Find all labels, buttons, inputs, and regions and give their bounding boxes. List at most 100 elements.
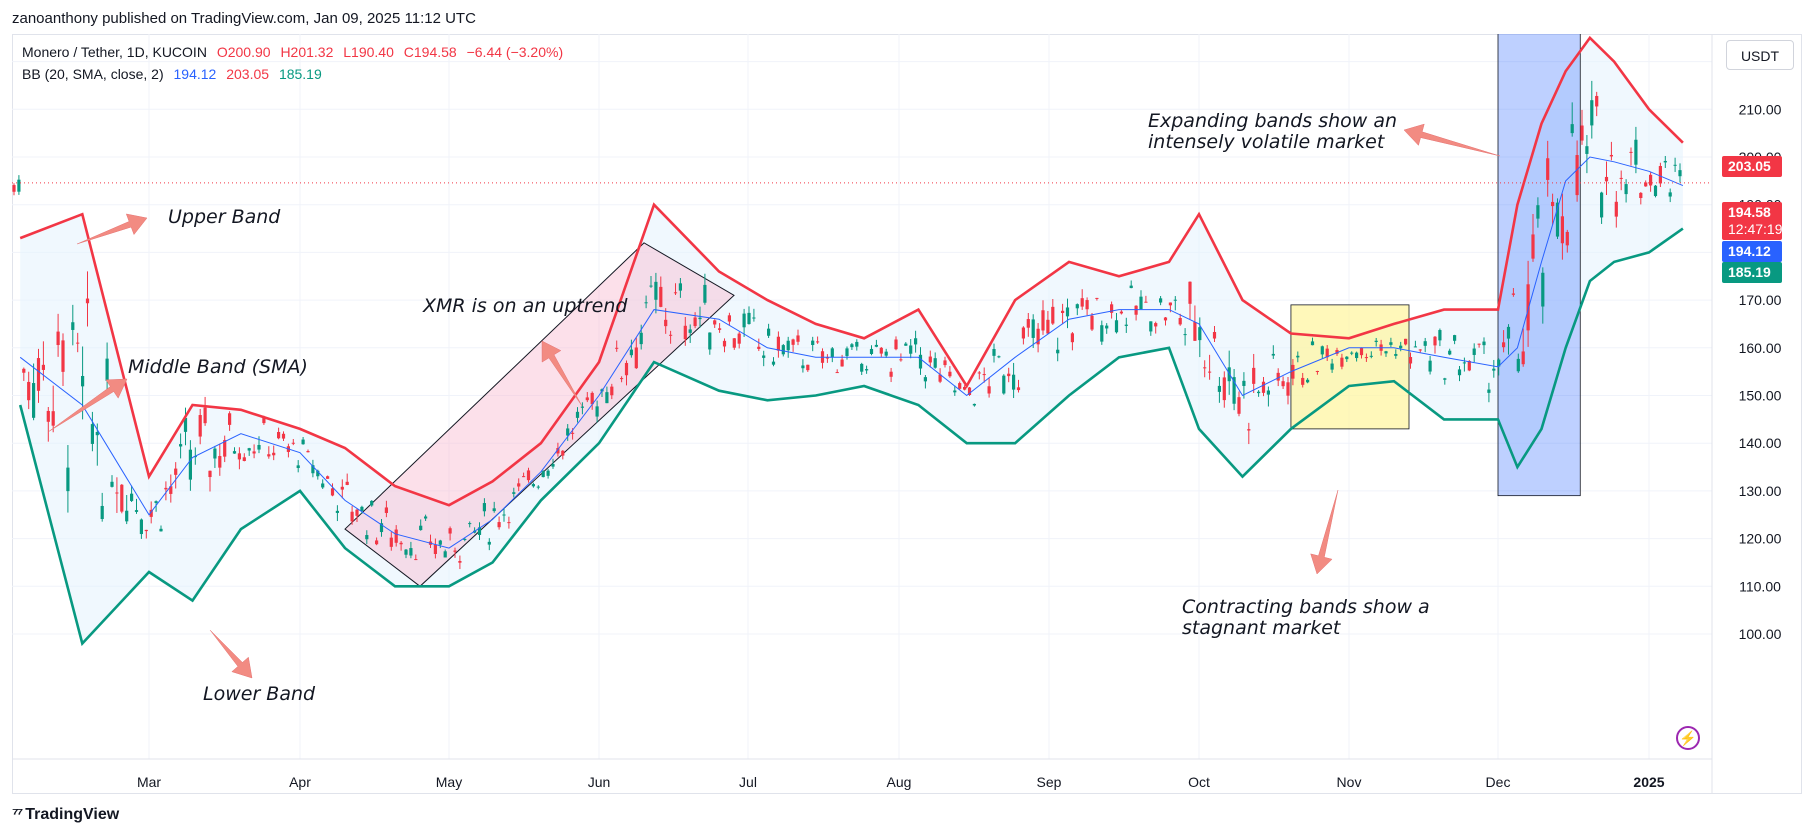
candle-body <box>1477 343 1481 345</box>
candle-body <box>1016 387 1021 391</box>
y-tick-label: 150.00 <box>1739 388 1782 404</box>
candle-body <box>884 351 888 356</box>
candle-body <box>1163 317 1168 321</box>
candle-body <box>1296 355 1300 358</box>
candle-body <box>394 529 398 543</box>
candle-body <box>433 544 437 555</box>
candle-body <box>1521 351 1525 365</box>
annotation-middle-band: Middle Band (SMA) <box>128 356 308 378</box>
candle-body <box>1183 334 1187 336</box>
candle-body <box>757 346 761 349</box>
candle-body <box>1168 302 1172 306</box>
symbol-name: Monero / Tether, 1D, KUCOIN <box>22 44 207 60</box>
tradingview-logo[interactable]: ⁷⁷ TradingView <box>12 806 119 824</box>
candle-body <box>1208 371 1212 373</box>
candle-body <box>507 522 511 524</box>
candle-body <box>1119 311 1123 314</box>
candle-body <box>1051 306 1055 324</box>
candle-body <box>61 340 65 372</box>
candle-body <box>242 457 246 461</box>
candle-body <box>791 339 795 345</box>
candle-body <box>1105 325 1109 329</box>
price-chart[interactable]: 100.00 110.00 120.00 130.00 140.00 150.00 160.… <box>12 34 1802 794</box>
candle-body <box>1531 234 1535 259</box>
candle-body <box>575 411 580 418</box>
candle-body <box>1497 359 1501 367</box>
candle-body <box>933 358 937 368</box>
symbol-legend[interactable]: Monero / Tether, 1D, KUCOIN O200.90 H201… <box>22 44 569 60</box>
ohlc-close: C194.58 <box>403 44 457 60</box>
candle-body <box>316 470 320 477</box>
candle-body <box>1560 216 1564 244</box>
candle-body <box>198 415 202 437</box>
candle-body <box>1134 305 1138 315</box>
candle-body <box>262 416 266 424</box>
candle-body <box>1100 325 1104 342</box>
candle-body <box>620 378 624 380</box>
candle-body <box>1404 338 1408 345</box>
candle-body <box>1374 340 1378 342</box>
annotation-expanding-bands: Expanding bands show an intensely volati… <box>1148 110 1398 153</box>
currency-button[interactable]: USDT <box>1726 40 1794 70</box>
candle-body <box>1600 192 1604 218</box>
candle-body <box>1492 368 1496 371</box>
candle-body <box>1502 342 1506 348</box>
y-tick-label: 210.00 <box>1739 101 1782 117</box>
annotation-uptrend: XMR is on an uptrend <box>423 295 628 317</box>
candle-body <box>967 387 972 396</box>
candle-body <box>1467 360 1471 371</box>
bb-upper-value: 203.05 <box>226 66 270 82</box>
candle-body <box>678 283 682 291</box>
ohlc-low: L190.40 <box>343 44 394 60</box>
candle-body <box>1031 319 1035 338</box>
candle-body <box>105 358 109 381</box>
candle-body <box>1644 182 1648 187</box>
candle-body <box>546 470 550 476</box>
arrow-upper-band <box>76 213 148 245</box>
y-tick-label: 160.00 <box>1739 340 1782 356</box>
candle-body <box>830 348 834 357</box>
indicator-legend[interactable]: BB (20, SMA, close, 2) 194.12 203.05 185… <box>22 66 328 82</box>
candle-body <box>899 359 903 361</box>
candle-body <box>1002 375 1006 394</box>
x-tick-label: 2025 <box>1633 774 1664 790</box>
candle-body <box>918 354 923 369</box>
candle-body <box>477 527 482 535</box>
candle-body <box>963 386 967 390</box>
candle-body <box>801 365 805 369</box>
candle-body <box>139 519 143 535</box>
x-tick-label: Jun <box>588 774 611 790</box>
candle-body <box>1110 304 1114 313</box>
candle-body <box>174 468 178 475</box>
candle-body <box>1555 202 1560 237</box>
candle-body <box>718 328 722 330</box>
candle-body <box>1222 377 1226 401</box>
lightning-bolt-icon[interactable]: ⚡ <box>1676 726 1700 750</box>
x-tick-label: Aug <box>887 774 912 790</box>
candle-body <box>659 286 663 307</box>
candle-body <box>1585 146 1589 154</box>
candle-body <box>654 281 658 300</box>
candle-body <box>673 292 678 294</box>
candle-body <box>330 488 335 496</box>
candle-body <box>1350 352 1354 354</box>
candle-body <box>277 432 281 439</box>
candle-body <box>1026 319 1030 328</box>
candle-body <box>188 449 192 480</box>
y-tick-label: 130.00 <box>1739 483 1782 499</box>
candle-body <box>1457 369 1462 376</box>
candle-body <box>1359 347 1364 356</box>
candle-body <box>1408 357 1413 364</box>
candle-body <box>1149 321 1153 332</box>
candle-body <box>904 343 908 346</box>
candle-body <box>644 302 648 304</box>
candle-body <box>1090 315 1094 330</box>
candle-body <box>502 514 506 516</box>
candle-body <box>1384 351 1388 354</box>
candle-body <box>1193 322 1197 341</box>
candle-body <box>482 503 486 512</box>
candle-body <box>610 386 614 396</box>
candle-body <box>1472 348 1476 355</box>
candle-body <box>237 453 241 460</box>
candle-body <box>595 406 599 417</box>
